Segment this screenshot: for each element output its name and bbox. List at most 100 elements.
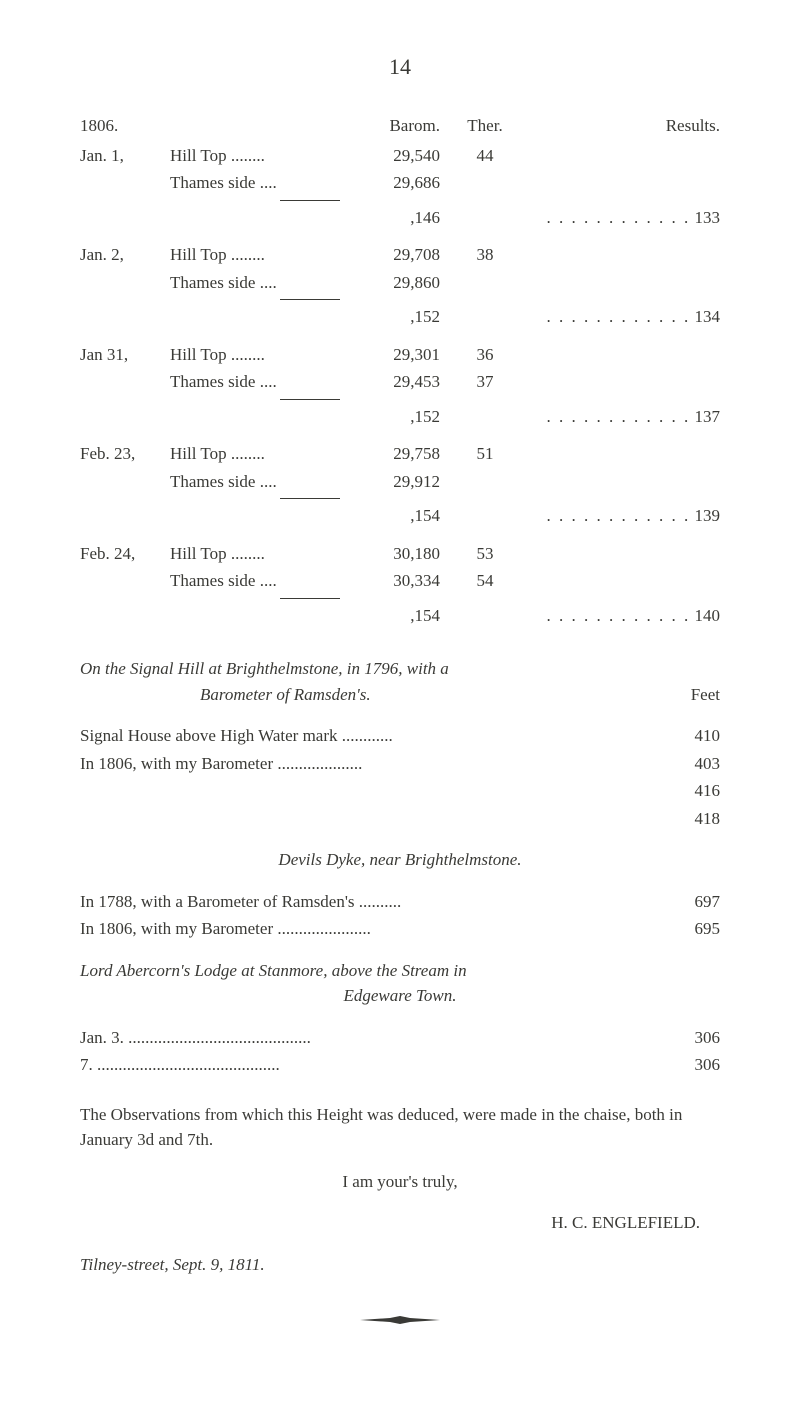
cell-barom: 29,758: [340, 441, 440, 467]
cell-ther: 44: [440, 143, 520, 169]
list-item: 7. .....................................…: [80, 1052, 720, 1078]
closing-p1: The Observations from which this Height …: [80, 1102, 720, 1153]
cell-barom: 29,860: [340, 270, 440, 296]
rule-line: [280, 200, 340, 201]
line-val: 697: [660, 889, 720, 915]
rule-line: [280, 299, 340, 300]
dots: . . . . . . . . . . . .: [547, 307, 691, 326]
diff-row: ,152 . . . . . . . . . . . . 134: [80, 304, 720, 330]
cell-barom: 29,912: [340, 469, 440, 495]
cell-date: Jan. 2,: [80, 242, 170, 268]
table-row: Thames side .... 29,912: [80, 469, 720, 495]
dots: . . . . . . . . . . . .: [547, 407, 691, 426]
rule-line: [280, 498, 340, 499]
cell-date: [80, 568, 170, 594]
line-text: In 1806, with my Barometer .............…: [80, 751, 660, 777]
dots: . . . . . . . . . . . .: [547, 606, 691, 625]
feet-label: Feet: [691, 682, 720, 708]
list-item: In 1806, with my Barometer .............…: [80, 916, 720, 942]
location-date: Tilney-street, Sept. 9, 1811.: [80, 1252, 720, 1278]
cell-diff: ,154: [340, 503, 440, 529]
line-val: 416: [660, 778, 720, 804]
line-text: In 1806, with my Barometer .............…: [80, 916, 660, 942]
cell-desc: Hill Top ........: [170, 342, 340, 368]
diff-row: ,154 . . . . . . . . . . . . 140: [80, 603, 720, 629]
cell-diff: ,154: [340, 603, 440, 629]
closing-p2: I am your's truly,: [80, 1169, 720, 1195]
dots: . . . . . . . . . . . .: [547, 208, 691, 227]
table-row: Thames side .... 29,686: [80, 170, 720, 196]
cell-desc: Hill Top ........: [170, 242, 340, 268]
line-val: 306: [660, 1052, 720, 1078]
cell-ther: 36: [440, 342, 520, 368]
table-row: Jan 31, Hill Top ........ 29,301 36: [80, 342, 720, 368]
cell-desc: Hill Top ........: [170, 541, 340, 567]
list-item: 418: [80, 806, 720, 832]
line-val: 418: [660, 806, 720, 832]
table-row: Feb. 24, Hill Top ........ 30,180 53: [80, 541, 720, 567]
essay-title-2: Devils Dyke, near Brighthelmstone.: [80, 847, 720, 873]
hdr-barom: Barom.: [340, 113, 440, 139]
list-item: In 1788, with a Barometer of Ramsden's .…: [80, 889, 720, 915]
table-row: Thames side .... 29,453 37: [80, 369, 720, 395]
cell-ther: 53: [440, 541, 520, 567]
table-row: Feb. 23, Hill Top ........ 29,758 51: [80, 441, 720, 467]
cell-diff: ,146: [340, 205, 440, 231]
cell-ther: [440, 469, 520, 495]
line-text: Jan. 3. ................................…: [80, 1025, 660, 1051]
hdr-results: Results.: [520, 113, 720, 139]
line-val: 695: [660, 916, 720, 942]
cell-diff: ,152: [340, 404, 440, 430]
essay-title-3a: Lord Abercorn's Lodge at Stanmore, above…: [80, 961, 467, 980]
cell-result: 134: [695, 307, 721, 326]
diff-row: ,152 . . . . . . . . . . . . 137: [80, 404, 720, 430]
line-val: 410: [660, 723, 720, 749]
list-item: In 1806, with my Barometer .............…: [80, 751, 720, 777]
cell-date: [80, 170, 170, 196]
cell-desc: Hill Top ........: [170, 441, 340, 467]
cell-ther: 51: [440, 441, 520, 467]
cell-barom: 29,540: [340, 143, 440, 169]
cell-desc: Thames side ....: [170, 568, 340, 594]
line-text: Signal House above High Water mark .....…: [80, 723, 660, 749]
cell-barom: 29,453: [340, 369, 440, 395]
cell-diff: ,152: [340, 304, 440, 330]
cell-date: [80, 369, 170, 395]
table-row: Thames side .... 29,860: [80, 270, 720, 296]
cell-result: 137: [695, 407, 721, 426]
rule-line: [280, 598, 340, 599]
cell-barom: 30,180: [340, 541, 440, 567]
cell-date: Feb. 24,: [80, 541, 170, 567]
cell-barom: 30,334: [340, 568, 440, 594]
table-header: 1806. Barom. Ther. Results.: [80, 113, 720, 139]
line-text: In 1788, with a Barometer of Ramsden's .…: [80, 889, 660, 915]
cell-desc: Thames side ....: [170, 170, 340, 196]
cell-ther: 38: [440, 242, 520, 268]
cell-ther: 37: [440, 369, 520, 395]
table-row: Thames side .... 30,334 54: [80, 568, 720, 594]
cell-date: [80, 270, 170, 296]
cell-barom: 29,708: [340, 242, 440, 268]
cell-barom: 29,301: [340, 342, 440, 368]
cell-barom: 29,686: [340, 170, 440, 196]
line-text: 7. .....................................…: [80, 1052, 660, 1078]
cell-ther: [440, 270, 520, 296]
cell-date: Feb. 23,: [80, 441, 170, 467]
cell-desc: Thames side ....: [170, 270, 340, 296]
dots: . . . . . . . . . . . .: [547, 506, 691, 525]
hdr-year: 1806.: [80, 113, 170, 139]
hdr-ther: Ther.: [440, 113, 520, 139]
cell-result: 133: [695, 208, 721, 227]
cell-date: [80, 469, 170, 495]
cell-desc: Thames side ....: [170, 369, 340, 395]
rule-line: [280, 399, 340, 400]
essay-title-1a: On the Signal Hill at Brighthelmstone, i…: [80, 659, 449, 678]
line-text: [80, 778, 660, 804]
table-row: Jan. 2, Hill Top ........ 29,708 38: [80, 242, 720, 268]
list-item: Jan. 3. ................................…: [80, 1025, 720, 1051]
page-number: 14: [80, 50, 720, 83]
essay-title-3b: Edgeware Town.: [80, 983, 720, 1009]
line-text: [80, 806, 660, 832]
cell-ther: [440, 170, 520, 196]
essay-title-1b: Barometer of Ramsden's.: [200, 682, 371, 708]
